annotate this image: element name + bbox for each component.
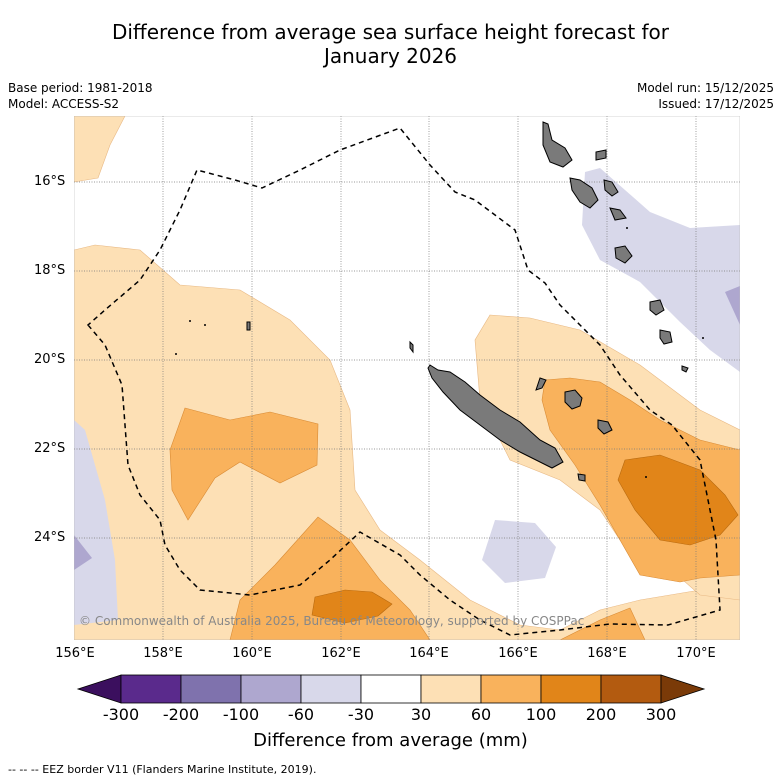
chart-title-line1: Difference from average sea surface heig… [111, 20, 670, 44]
colorbar-title: Difference from average (mm) [253, 730, 528, 751]
lat-label-24s: 24°S [34, 530, 66, 545]
meta-left: Base period: 1981-2018 Model: ACCESS-S2 [8, 80, 153, 112]
lat-label-22s: 22°S [34, 441, 66, 456]
colorbar-tick-label: -30 [347, 705, 375, 724]
vanuatu-9 [681, 365, 689, 373]
colorbar-tick-label: 30 [410, 705, 432, 724]
vanuatu-3 [595, 149, 607, 161]
lon-label-170e: 170°E [676, 646, 716, 661]
anomaly-region-60-100-west [169, 407, 319, 521]
base-period: Base period: 1981-2018 [8, 81, 153, 95]
anomaly-region-neg30-neg60-west [74, 420, 118, 625]
colorbar-tick-label: -60 [287, 705, 315, 724]
chart-title-line2: January 2026 [323, 44, 458, 68]
lon-label-158e: 158°E [143, 646, 183, 661]
lon-label-162e: 162°E [321, 646, 361, 661]
model-run: Model run: 15/12/2025 [636, 81, 774, 95]
loyalty-island-2 [597, 419, 613, 435]
colorbar-tick-label: -300 [102, 705, 140, 724]
meta-right: Model run: 15/12/2025 Issued: 17/12/2025 [637, 80, 774, 112]
loyalty-island-3 [535, 377, 547, 391]
lon-label-156e: 156°E [55, 646, 95, 661]
vanuatu-2 [569, 177, 599, 209]
lat-label-16s: 16°S [34, 174, 66, 189]
colorbar-tick-label: 200 [585, 705, 617, 724]
copyright-text: © Commonwealth of Australia 2025, Bureau… [79, 614, 585, 628]
colorbar-tick-label: 300 [645, 705, 677, 724]
lat-label-18s: 18°S [34, 263, 66, 278]
tiny-islets [175, 227, 704, 478]
island-north-nc [409, 340, 414, 354]
island-west-small [246, 321, 251, 331]
island-east-small [577, 473, 586, 482]
eez-legend-footer: -- -- -- EEZ border V11 (Flanders Marine… [8, 763, 317, 776]
anomaly-region-neg60-neg100-west [74, 535, 92, 570]
eez-border [86, 127, 721, 636]
vanuatu-1 [542, 121, 573, 168]
new-caledonia [427, 364, 564, 469]
land [246, 121, 689, 482]
anomaly-region-100-200-south [311, 589, 393, 624]
vanuatu-4 [603, 179, 619, 197]
model-name: Model: ACCESS-S2 [8, 97, 120, 111]
colorbar-tick-label: -200 [162, 705, 200, 724]
issued-date: Issued: 17/12/2025 [658, 97, 774, 111]
lon-label-164e: 164°E [409, 646, 449, 661]
anomaly-region-neg60-neg100-east [725, 286, 740, 325]
vanuatu-7 [649, 299, 665, 316]
map-area [74, 116, 740, 640]
colorbar-tick-label: -100 [222, 705, 260, 724]
vanuatu-6 [614, 245, 633, 264]
lon-label-166e: 166°E [498, 646, 538, 661]
vanuatu-5 [609, 207, 627, 221]
lat-label-20s: 20°S [34, 352, 66, 367]
vanuatu-8 [659, 329, 673, 345]
anomaly-region-30-60-nw [74, 116, 126, 183]
anomaly-region-neg30-neg60-central [482, 520, 556, 583]
anomaly-region-100-200-east [617, 454, 739, 546]
colorbar-tick-label: 60 [470, 705, 492, 724]
lon-label-160e: 160°E [232, 646, 272, 661]
loyalty-island-1 [564, 389, 583, 410]
gridlines [74, 116, 740, 640]
lon-label-168e: 168°E [587, 646, 627, 661]
colorbar-tick-label: 100 [525, 705, 557, 724]
